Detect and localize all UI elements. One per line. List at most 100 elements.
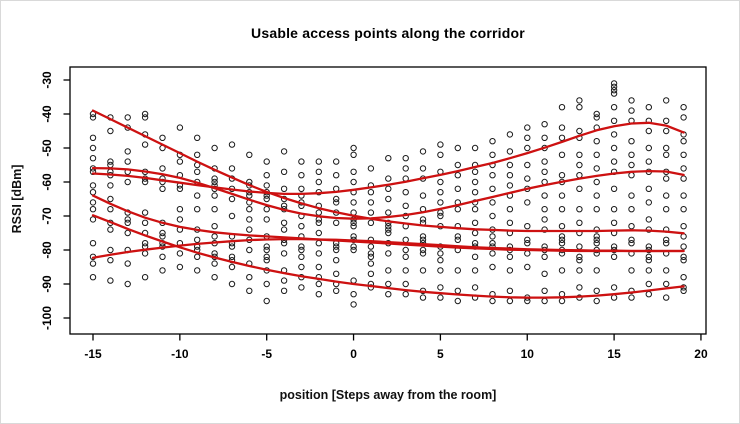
scatter-point <box>576 161 583 169</box>
scatter-point <box>194 236 201 244</box>
scatter-point <box>333 287 340 294</box>
scatter-point <box>628 223 635 230</box>
scatter-point <box>524 263 531 271</box>
scatter-point <box>663 117 670 125</box>
scatter-point <box>680 151 687 159</box>
scatter-point <box>593 138 600 145</box>
scatter-point <box>524 161 531 169</box>
scatter-point <box>107 195 114 203</box>
scatter-point <box>471 284 479 291</box>
scatter-point <box>471 240 479 247</box>
scatter-point <box>419 192 427 199</box>
x-tick-label: 10 <box>521 347 535 361</box>
scatter-point <box>489 185 496 193</box>
scatter-point <box>419 216 427 223</box>
scatter-point <box>419 250 427 257</box>
scatter-point <box>89 216 97 223</box>
scatter-point <box>680 138 687 145</box>
scatter-point <box>402 291 409 298</box>
scatter-point <box>402 280 409 288</box>
scatter-point <box>107 161 114 169</box>
scatter-point <box>263 280 270 288</box>
scatter-point <box>315 209 322 216</box>
scatter-point <box>107 182 114 189</box>
scatter-point <box>663 240 670 247</box>
scatter-point <box>263 206 270 213</box>
scatter-point <box>124 158 131 165</box>
scatter-point <box>593 233 600 240</box>
scatter-point <box>645 144 652 152</box>
scatter-point <box>107 158 114 165</box>
scatter-point <box>211 250 218 257</box>
scatter-point <box>454 233 461 240</box>
scatter-point <box>141 274 149 281</box>
scatter-point <box>524 175 531 182</box>
scatter-point <box>610 90 618 97</box>
y-tick-label: -40 <box>40 105 54 123</box>
scatter-point <box>263 195 270 203</box>
scatter-point <box>280 219 288 227</box>
scatter-point <box>367 199 375 206</box>
x-tick-label: 15 <box>607 347 621 361</box>
scatter-point <box>194 168 201 176</box>
scatter-point <box>524 124 531 131</box>
scatter-point <box>228 212 236 220</box>
scatter-point <box>89 114 97 121</box>
scatter-point <box>315 250 322 257</box>
scatter-point <box>663 280 670 288</box>
scatter-point <box>628 192 635 199</box>
scatter-point <box>402 189 409 196</box>
scatter-point <box>645 243 652 250</box>
scatter-point <box>593 297 600 305</box>
scatter-point <box>576 97 583 104</box>
scatter-point <box>228 280 236 288</box>
scatter-point <box>333 270 340 277</box>
scatter-point <box>176 124 184 131</box>
x-axis-label: position [Steps away from the room] <box>279 388 497 402</box>
scatter-point <box>159 253 166 261</box>
scatter-point <box>194 192 201 199</box>
scatter-point <box>194 151 201 159</box>
scatter-point <box>610 219 618 227</box>
plot-box <box>69 66 707 335</box>
scatter-point <box>402 202 409 210</box>
scatter-point <box>280 277 288 284</box>
scatter-point <box>89 182 97 189</box>
scatter-point <box>367 260 375 267</box>
scatter-point <box>576 284 583 291</box>
scatter-point <box>489 263 496 271</box>
scatter-point <box>506 172 514 179</box>
scatter-point <box>246 206 253 213</box>
scatter-point <box>194 267 201 274</box>
scatter-point <box>246 246 253 254</box>
scatter-point <box>280 202 288 210</box>
scatter-point <box>246 151 253 159</box>
scatter-point <box>680 206 687 213</box>
scatter-point <box>350 291 357 298</box>
scatter-point <box>350 178 357 186</box>
scatter-point <box>489 138 496 145</box>
scatter-point <box>315 178 322 186</box>
scatter-point <box>628 206 635 213</box>
scatter-point <box>506 131 514 138</box>
scatter-point <box>680 233 687 240</box>
x-tick-label: 0 <box>350 347 357 361</box>
scatter-point <box>333 158 340 165</box>
scatter-point <box>333 243 340 250</box>
y-tick-label: -60 <box>40 173 54 191</box>
scatter-point <box>437 189 444 196</box>
scatter-point <box>489 233 496 240</box>
scatter-point <box>645 280 652 288</box>
scatter-point <box>107 206 114 213</box>
scatter-point <box>350 151 357 159</box>
scatter-point <box>89 274 97 281</box>
scatter-point <box>107 226 114 233</box>
scatter-point <box>506 287 514 294</box>
scatter-point <box>263 172 270 179</box>
scatter-point <box>663 267 670 274</box>
scatter-point <box>524 297 531 305</box>
scatter-point <box>645 185 652 193</box>
scatter-point <box>211 274 218 281</box>
scatter-point <box>593 236 600 244</box>
